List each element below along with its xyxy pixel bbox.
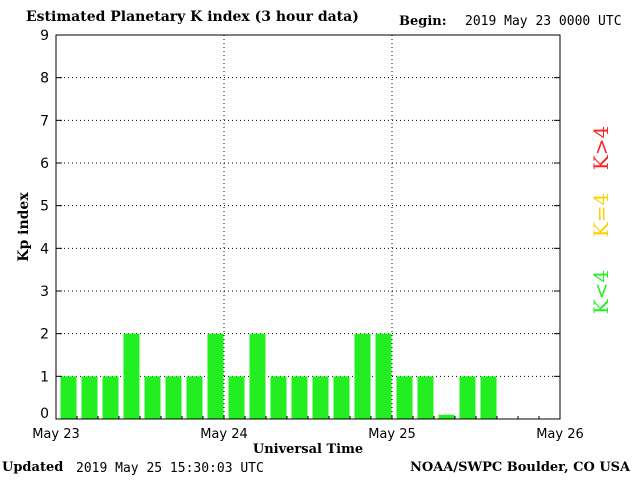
y-tick-label: 9 <box>40 28 49 44</box>
x-axis-label: Universal Time <box>253 442 363 457</box>
legend-item: K=4 <box>589 193 613 237</box>
bar-series <box>60 333 497 419</box>
chart-title: Estimated Planetary K index (3 hour data… <box>26 9 359 25</box>
y-tick-label: 8 <box>40 71 49 87</box>
begin-value: 2019 May 23 0000 UTC <box>465 14 622 29</box>
kp-bar <box>186 376 203 419</box>
kp-bar <box>249 333 266 419</box>
y-tick-label: 0 <box>40 406 49 422</box>
kp-bar <box>291 376 308 419</box>
kp-bar <box>270 376 287 419</box>
axis-labels: 0 1 2 3 4 5 6 7 8 9 May 23 May 24 May 25 May 26 Univer… <box>16 28 584 457</box>
x-tick-label: May 26 <box>536 427 584 442</box>
y-tick-label: 5 <box>40 199 49 215</box>
kp-bar <box>81 376 98 419</box>
kp-bar <box>228 376 245 419</box>
kp-bar <box>102 376 119 419</box>
y-tick-label: 3 <box>40 284 49 300</box>
kp-bar <box>312 376 329 419</box>
kp-bar <box>354 333 371 419</box>
kp-bar <box>123 333 140 419</box>
legend-item: K<4 <box>589 270 613 314</box>
kp-bar <box>480 376 497 419</box>
y-tick-label: 4 <box>40 241 49 257</box>
axis-ticks <box>56 34 560 420</box>
legend-item: K>4 <box>589 126 613 170</box>
y-tick-label: 2 <box>40 327 49 343</box>
updated-timestamp: 2019 May 25 15:30:03 UTC <box>76 461 264 476</box>
grid-lines <box>56 35 560 419</box>
kp-bar <box>333 376 350 419</box>
kp-bar <box>60 376 77 419</box>
x-tick-label: May 24 <box>200 427 248 442</box>
updated-label: Updated <box>2 460 64 475</box>
y-tick-label: 7 <box>40 113 49 129</box>
kp-bar <box>207 333 224 419</box>
kp-bar <box>459 376 476 419</box>
y-axis-label: Kp index <box>16 192 32 262</box>
y-tick-label: 6 <box>40 156 49 172</box>
kp-bar <box>144 376 161 419</box>
y-tick-label: 1 <box>40 369 49 385</box>
credit-line: NOAA/SWPC Boulder, CO USA <box>410 460 631 475</box>
begin-label: Begin: <box>399 14 447 29</box>
legend: K>4 K=4 K<4 <box>589 126 613 314</box>
x-tick-label: May 23 <box>32 427 80 442</box>
kp-bar <box>438 414 455 419</box>
kp-bar <box>375 333 392 419</box>
x-tick-label: May 25 <box>368 427 416 442</box>
kp-bar <box>165 376 182 419</box>
kp-bar <box>417 376 434 419</box>
kp-bar <box>396 376 413 419</box>
